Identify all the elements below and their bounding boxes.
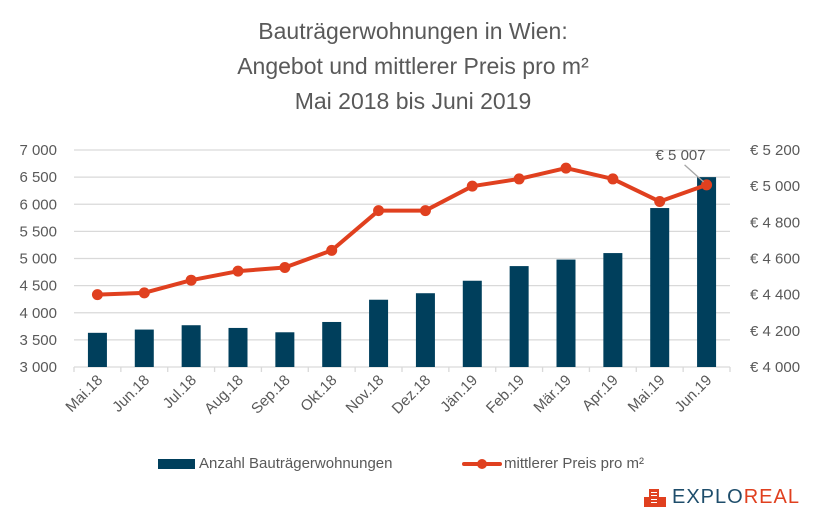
right-tick-label: € 4 200: [750, 323, 800, 340]
bar-series: [87, 177, 717, 367]
bar: [697, 177, 717, 367]
left-tick-label: 7 000: [19, 142, 57, 159]
right-tick-label: € 4 800: [750, 214, 800, 231]
x-tick-label: Apr.19: [579, 372, 622, 415]
bar: [650, 208, 670, 367]
x-tick-label: Nov.18: [343, 372, 388, 417]
bar: [369, 299, 389, 367]
bar: [415, 293, 435, 367]
x-tick-label: Sep.18: [248, 372, 294, 418]
left-tick-label: 5 000: [19, 251, 57, 268]
left-tick-label: 5 500: [19, 223, 57, 240]
price-line: [97, 166, 708, 297]
line-point: [419, 205, 431, 217]
building-icon: [644, 488, 666, 507]
annotations: € 5 007: [656, 147, 706, 183]
bar: [228, 327, 248, 367]
right-tick-label: € 5 000: [750, 178, 800, 195]
bar: [603, 253, 623, 367]
legend-bar-swatch: [158, 458, 195, 469]
chart-title-line-2: Angebot und mittlerer Preis pro m²: [237, 53, 589, 79]
x-tick-label: Jun.18: [109, 372, 153, 416]
x-tick-label: Okt.18: [297, 372, 340, 415]
left-tick-label: 6 500: [19, 169, 57, 186]
bar: [275, 332, 295, 367]
line-point: [279, 262, 291, 274]
left-tick-label: 4 500: [19, 278, 57, 295]
x-tick-label: Feb.19: [483, 372, 528, 417]
line-point: [607, 173, 619, 185]
logo-text-real: REAL: [743, 486, 800, 508]
legend-item-bars: Anzahl Bauträgerwohnungen: [158, 455, 392, 472]
bar: [509, 266, 529, 367]
gridlines: [74, 149, 730, 368]
annotation-leader-line: [684, 164, 705, 183]
bar: [556, 259, 576, 367]
left-tick-label: 3 500: [19, 332, 57, 349]
bar: [181, 325, 201, 367]
right-tick-label: € 4 000: [750, 359, 800, 376]
right-axis: € 4 000 € 4 200 € 4 400 € 4 600 € 4 800 € 5 0…: [750, 142, 800, 376]
line-point: [232, 265, 244, 277]
line-point: [373, 205, 385, 217]
left-tick-label: 6 000: [19, 196, 57, 213]
x-tick-label: Mai.19: [625, 372, 669, 416]
x-tick-label: Aug.18: [201, 372, 247, 418]
exploreal-logo: EXPLO REAL: [644, 486, 800, 509]
legend: Anzahl Bauträgerwohnungen mittlerer Prei…: [0, 455, 826, 477]
line-point: [701, 179, 713, 191]
line-point: [326, 244, 338, 256]
left-tick-label: 4 000: [19, 305, 57, 322]
x-tick-label: Jän.19: [437, 372, 481, 416]
annotation-label: € 5 007: [656, 147, 706, 164]
chart-title-line-1: Bauträgerwohnungen in Wien:: [258, 18, 568, 44]
x-tick-label: Mai.18: [62, 372, 106, 416]
legend-item-line: mittlerer Preis pro m²: [462, 455, 644, 472]
right-tick-label: € 4 400: [750, 287, 800, 304]
legend-line-label: mittlerer Preis pro m²: [504, 455, 645, 472]
logo-text-explo: EXPLO: [672, 486, 744, 508]
x-tick-label: Mär.19: [530, 372, 574, 416]
line-point: [560, 162, 572, 174]
bar: [87, 332, 107, 367]
bar: [322, 321, 342, 367]
line-series: [91, 162, 713, 301]
line-point: [185, 274, 197, 286]
bar: [134, 329, 154, 367]
chart-title: Bauträgerwohnungen in Wien: Angebot und …: [0, 14, 826, 119]
chart-title-line-3: Mai 2018 bis Juni 2019: [294, 88, 532, 114]
bar: [462, 280, 482, 367]
line-point: [91, 289, 103, 301]
x-axis: Mai.18 Jun.18 Jul.18 Aug.18 Sep.18 Okt.18 Nov.…: [62, 367, 731, 418]
legend-bar-label: Anzahl Bauträgerwohnungen: [199, 455, 393, 472]
left-axis: 3 000 3 500 4 000 4 500 5 000 5 500 6 000 6 500…: [19, 142, 57, 376]
x-tick-label: Jun.19: [672, 372, 716, 416]
line-point: [513, 173, 525, 185]
x-tick-label: Jul.18: [160, 372, 200, 412]
legend-line-swatch: [462, 458, 502, 469]
line-point: [138, 287, 150, 299]
x-tick-label: Dez.18: [389, 372, 435, 418]
right-tick-label: € 4 600: [750, 251, 800, 268]
line-point: [466, 180, 478, 192]
line-point: [654, 196, 666, 208]
left-tick-label: 3 000: [19, 359, 57, 376]
right-tick-label: € 5 200: [750, 142, 800, 159]
